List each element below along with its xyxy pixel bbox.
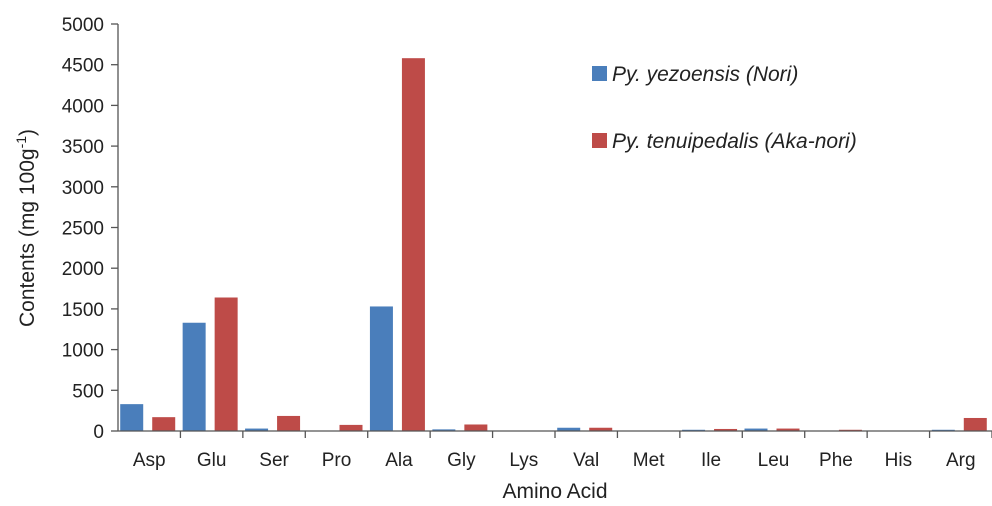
x-tick-label-pro: Pro xyxy=(322,450,352,471)
bar-series-2-leu xyxy=(776,428,800,431)
x-axis-title: Amino Acid xyxy=(502,480,607,503)
bar-series-2-val xyxy=(589,427,613,431)
bar-series-2-ile xyxy=(714,428,738,431)
x-tick-label-ala: Ala xyxy=(385,450,413,471)
legend-swatch-series-2 xyxy=(592,133,607,148)
y-tick-label: 2500 xyxy=(62,219,104,240)
x-tick-label-val: Val xyxy=(573,450,599,471)
x-tick-label-lys: Lys xyxy=(509,450,538,471)
bar-series-1-ala xyxy=(369,306,393,431)
bar-series-1-ser xyxy=(245,428,269,431)
legend-item-series-2: Py. tenuipedalis (Aka-nori) xyxy=(592,130,857,153)
legend: Py. yezoensis (Nori) Py. tenuipedalis (A… xyxy=(592,63,857,153)
bar-series-2-arg xyxy=(963,417,987,431)
bar-series-2-pro xyxy=(339,424,363,431)
x-tick-label-glu: Glu xyxy=(197,450,227,471)
bars xyxy=(120,58,987,432)
y-tick-label: 1500 xyxy=(62,300,104,321)
bar-series-2-asp xyxy=(152,417,176,431)
bar-series-2-glu xyxy=(214,297,238,431)
y-tick-label: 5000 xyxy=(62,15,104,36)
y-axis-title-main: Contents (mg 100g xyxy=(16,148,39,327)
bar-series-2-gly xyxy=(464,424,488,431)
x-tick-label-asp: Asp xyxy=(133,450,166,471)
y-axis-title: Contents (mg 100g-1) xyxy=(13,129,39,327)
bar-series-1-val xyxy=(557,427,581,431)
x-tick-label-his: His xyxy=(885,450,912,471)
bar-series-2-ser xyxy=(277,415,301,431)
y-tick-label: 4500 xyxy=(62,56,104,77)
y-tick-label: 2000 xyxy=(62,259,104,280)
y-axis-title-close: ) xyxy=(16,129,39,136)
y-tick-label: 3000 xyxy=(62,178,104,199)
legend-swatch-series-1 xyxy=(592,66,607,81)
y-axis-ticks: 0 500 1000 1500 2000 2500 3000 3500 4000 4500 5000 xyxy=(62,15,118,443)
x-tick-label-leu: Leu xyxy=(758,450,790,471)
x-tick-label-gly: Gly xyxy=(447,450,476,471)
bar-series-1-glu xyxy=(182,322,206,431)
y-axis-title-superscript: -1 xyxy=(13,136,29,149)
y-tick-label: 500 xyxy=(72,381,104,402)
x-tick-label-ser: Ser xyxy=(259,450,289,471)
bar-series-1-asp xyxy=(120,404,144,431)
legend-item-series-1: Py. yezoensis (Nori) xyxy=(592,63,798,86)
bar-series-1-leu xyxy=(744,428,768,431)
bar-series-2-ala xyxy=(401,58,425,432)
x-tick-label-phe: Phe xyxy=(819,450,853,471)
y-tick-label: 4000 xyxy=(62,96,104,117)
x-tick-label-ile: Ile xyxy=(701,450,721,471)
x-tick-label-met: Met xyxy=(633,450,665,471)
bar-series-1-gly xyxy=(432,429,456,431)
x-tick-label-arg: Arg xyxy=(946,450,976,471)
y-tick-label: 3500 xyxy=(62,137,104,158)
y-tick-label: 1000 xyxy=(62,341,104,362)
x-axis-ticks: Asp Glu Ser Pro Ala Gly Lys Val Met Ile Leu Phe His A… xyxy=(133,431,992,471)
legend-label-series-1: Py. yezoensis (Nori) xyxy=(612,63,798,86)
y-tick-label: 0 xyxy=(93,422,104,443)
legend-label-series-2: Py. tenuipedalis (Aka-nori) xyxy=(612,130,857,153)
